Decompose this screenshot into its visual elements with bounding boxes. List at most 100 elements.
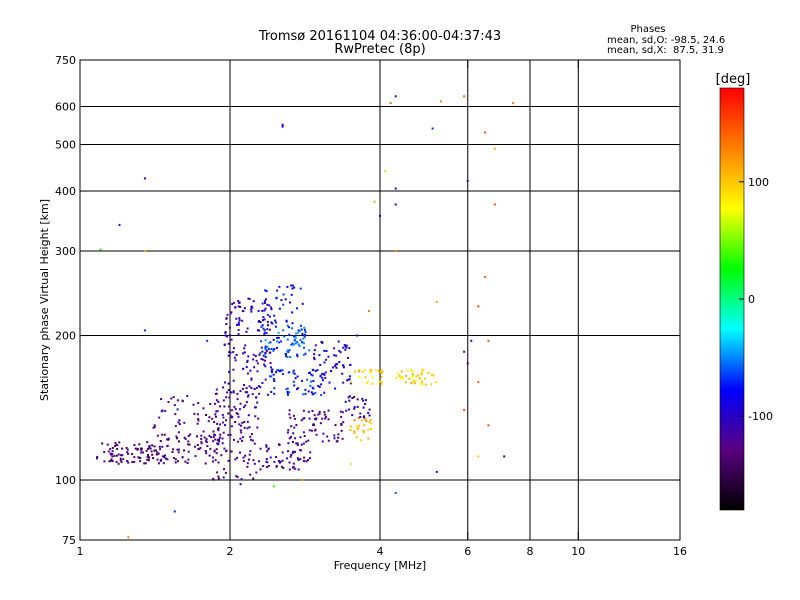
- x-tick-label: 10: [571, 545, 585, 558]
- echo-point: [308, 417, 311, 420]
- echo-point: [412, 379, 415, 382]
- echo-point: [251, 306, 254, 309]
- echo-point: [143, 462, 146, 465]
- echo-point: [271, 371, 273, 374]
- echo-point: [293, 339, 296, 342]
- echo-point: [318, 354, 321, 357]
- echo-point: [218, 438, 221, 441]
- echo-point: [326, 435, 329, 438]
- x-tick-label: 2: [227, 545, 234, 558]
- echo-point: [230, 338, 233, 341]
- echo-point: [477, 455, 480, 458]
- echo-point: [203, 436, 206, 439]
- echo-point: [359, 416, 362, 418]
- echo-point: [246, 360, 249, 363]
- echo-point: [260, 340, 263, 343]
- echo-point: [206, 339, 209, 342]
- echo-point: [280, 299, 283, 302]
- echo-point: [226, 391, 229, 394]
- echo-point: [256, 362, 259, 365]
- echo-point: [117, 462, 120, 465]
- echo-point: [292, 371, 295, 374]
- echo-point: [237, 329, 240, 331]
- echo-point: [263, 318, 266, 321]
- echo-point: [232, 391, 235, 394]
- echo-point: [367, 428, 370, 431]
- echo-point: [253, 366, 256, 369]
- echo-point: [300, 328, 303, 331]
- echo-point: [346, 379, 349, 382]
- echo-point: [282, 303, 285, 306]
- echo-point: [196, 435, 198, 438]
- echo-point: [223, 447, 226, 450]
- echo-point: [278, 370, 281, 373]
- echo-point: [238, 301, 241, 304]
- echo-point: [366, 382, 369, 385]
- echo-point: [342, 346, 345, 349]
- echo-point: [233, 438, 235, 441]
- echo-point: [115, 460, 118, 463]
- echo-point: [365, 419, 368, 422]
- echo-point: [278, 461, 281, 464]
- echo-point: [222, 386, 224, 389]
- echo-point: [181, 399, 184, 402]
- echo-point: [380, 370, 382, 373]
- echo-point: [278, 307, 281, 310]
- echo-point: [394, 250, 397, 252]
- echo-point: [318, 412, 321, 415]
- echo-point: [227, 354, 230, 357]
- echo-point: [280, 340, 282, 343]
- echo-point: [350, 425, 352, 428]
- echo-point: [142, 451, 144, 454]
- echo-point: [212, 430, 215, 433]
- echo-point: [255, 471, 258, 474]
- echo-point: [162, 462, 165, 465]
- echo-point: [197, 402, 200, 404]
- echo-point: [275, 456, 278, 458]
- echo-point: [214, 438, 217, 441]
- echo-point: [422, 368, 425, 371]
- echo-point: [311, 393, 314, 396]
- echo-point: [152, 457, 155, 460]
- echo-point: [120, 454, 122, 457]
- echo-point: [286, 431, 289, 434]
- echo-point: [293, 417, 296, 420]
- echo-point: [236, 398, 239, 401]
- echo-point: [408, 377, 411, 380]
- echo-point: [305, 460, 308, 463]
- echo-point: [161, 409, 164, 412]
- echo-point: [243, 351, 246, 354]
- echo-point: [222, 476, 225, 479]
- echo-point: [364, 399, 367, 402]
- echo-point: [316, 369, 319, 372]
- echo-point: [360, 439, 363, 442]
- echo-point: [261, 309, 264, 312]
- echo-point: [197, 419, 200, 422]
- echo-point: [199, 446, 202, 449]
- echo-point: [299, 458, 302, 461]
- echo-point: [272, 349, 275, 352]
- echo-point: [271, 322, 274, 325]
- echo-point: [143, 177, 146, 180]
- echo-point: [294, 342, 297, 345]
- echo-point: [232, 390, 235, 393]
- echo-point: [293, 372, 296, 375]
- echo-point: [248, 426, 251, 429]
- echo-point: [338, 349, 341, 352]
- echo-point: [140, 449, 143, 452]
- x-axis-label: Frequency [MHz]: [334, 559, 426, 572]
- echo-point: [290, 343, 293, 346]
- echo-point: [167, 401, 170, 403]
- echo-point: [296, 355, 299, 358]
- echo-point: [351, 414, 354, 417]
- echo-point: [232, 301, 235, 304]
- echo-point: [319, 364, 322, 366]
- echo-point: [295, 424, 298, 426]
- echo-point: [303, 435, 306, 437]
- echo-point: [300, 443, 303, 446]
- echo-point: [313, 356, 315, 359]
- echo-point: [273, 392, 276, 395]
- echo-point: [138, 443, 141, 446]
- echo-point: [244, 454, 247, 457]
- echo-point: [153, 426, 156, 429]
